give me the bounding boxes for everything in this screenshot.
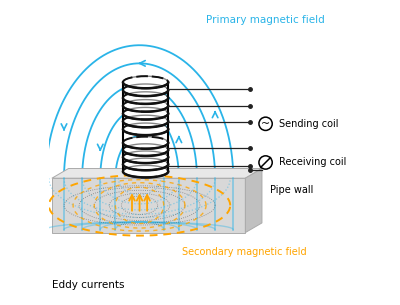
Text: Primary magnetic field: Primary magnetic field xyxy=(206,15,325,24)
Ellipse shape xyxy=(123,165,168,178)
Ellipse shape xyxy=(123,123,168,135)
Text: Sending coil: Sending coil xyxy=(278,119,338,129)
Ellipse shape xyxy=(123,92,168,104)
Ellipse shape xyxy=(123,151,168,163)
Ellipse shape xyxy=(123,137,168,149)
Polygon shape xyxy=(52,178,245,233)
Ellipse shape xyxy=(123,107,168,120)
Ellipse shape xyxy=(123,144,168,156)
Ellipse shape xyxy=(123,76,168,88)
Polygon shape xyxy=(245,169,262,233)
Ellipse shape xyxy=(123,84,168,96)
Ellipse shape xyxy=(123,115,168,127)
Ellipse shape xyxy=(123,100,168,112)
Ellipse shape xyxy=(123,158,168,170)
Text: Eddy currents: Eddy currents xyxy=(52,281,124,290)
Text: Pipe wall: Pipe wall xyxy=(270,185,313,195)
Text: ~: ~ xyxy=(261,119,270,129)
Text: Secondary magnetic field: Secondary magnetic field xyxy=(182,247,306,257)
Text: Receiving coil: Receiving coil xyxy=(278,157,346,167)
Polygon shape xyxy=(52,169,262,178)
